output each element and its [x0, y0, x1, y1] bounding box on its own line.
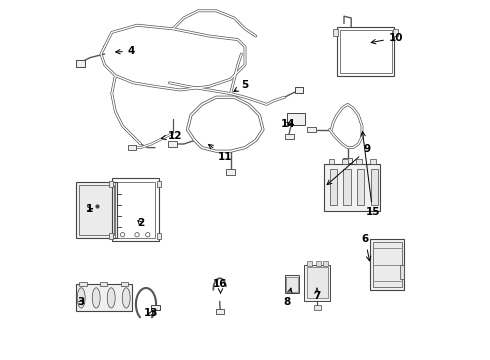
Bar [285, 134, 294, 139]
Text: 13: 13 [144, 308, 159, 318]
Bar [109, 181, 113, 187]
Bar [356, 159, 362, 164]
FancyBboxPatch shape [288, 113, 305, 125]
Ellipse shape [122, 288, 130, 308]
Bar [76, 182, 117, 238]
Ellipse shape [92, 288, 100, 308]
Ellipse shape [107, 288, 115, 308]
Bar [79, 282, 87, 286]
Bar [121, 282, 128, 286]
Bar [343, 169, 351, 205]
Bar [307, 261, 312, 266]
Bar [343, 159, 348, 164]
Bar [393, 29, 398, 36]
Bar [226, 169, 235, 175]
Bar [157, 181, 161, 187]
Bar [370, 239, 404, 290]
Bar [307, 267, 328, 298]
Text: 1: 1 [86, 204, 93, 214]
Bar [333, 29, 338, 36]
Text: 16: 16 [213, 279, 228, 293]
Text: 3: 3 [77, 297, 85, 307]
Bar [370, 159, 376, 164]
Bar [316, 261, 320, 266]
Bar [151, 305, 160, 310]
Text: 15: 15 [361, 132, 380, 217]
Bar [109, 233, 113, 239]
Bar [128, 145, 136, 150]
Bar [328, 159, 334, 164]
Bar [314, 305, 321, 310]
Text: 4: 4 [116, 46, 135, 56]
Bar [400, 265, 404, 279]
Bar [340, 30, 392, 73]
Ellipse shape [77, 288, 85, 308]
Bar [112, 178, 159, 241]
Text: 10: 10 [371, 33, 403, 44]
Bar [330, 169, 337, 205]
Bar [373, 242, 402, 287]
Text: 11: 11 [209, 144, 232, 162]
Bar [343, 158, 352, 163]
Bar [100, 282, 107, 286]
Text: 7: 7 [313, 288, 320, 301]
Bar [285, 275, 299, 293]
Bar [116, 182, 155, 238]
Bar [286, 277, 297, 292]
Bar [304, 265, 330, 301]
Bar [371, 169, 378, 205]
Text: 9: 9 [327, 144, 371, 185]
Bar [307, 127, 316, 132]
Text: 8: 8 [284, 288, 292, 307]
Bar [337, 27, 394, 76]
Bar [357, 169, 365, 205]
Text: 12: 12 [161, 131, 182, 141]
Text: 6: 6 [362, 234, 371, 261]
Bar [323, 261, 328, 266]
Bar [76, 284, 132, 311]
Bar [324, 164, 380, 211]
Bar [216, 309, 224, 314]
Bar [79, 185, 114, 235]
Bar [295, 87, 303, 93]
Text: 5: 5 [234, 80, 248, 91]
Bar [157, 233, 161, 239]
Bar [168, 141, 176, 147]
Text: 14: 14 [281, 119, 295, 129]
Text: 2: 2 [137, 218, 144, 228]
Bar [76, 60, 85, 67]
